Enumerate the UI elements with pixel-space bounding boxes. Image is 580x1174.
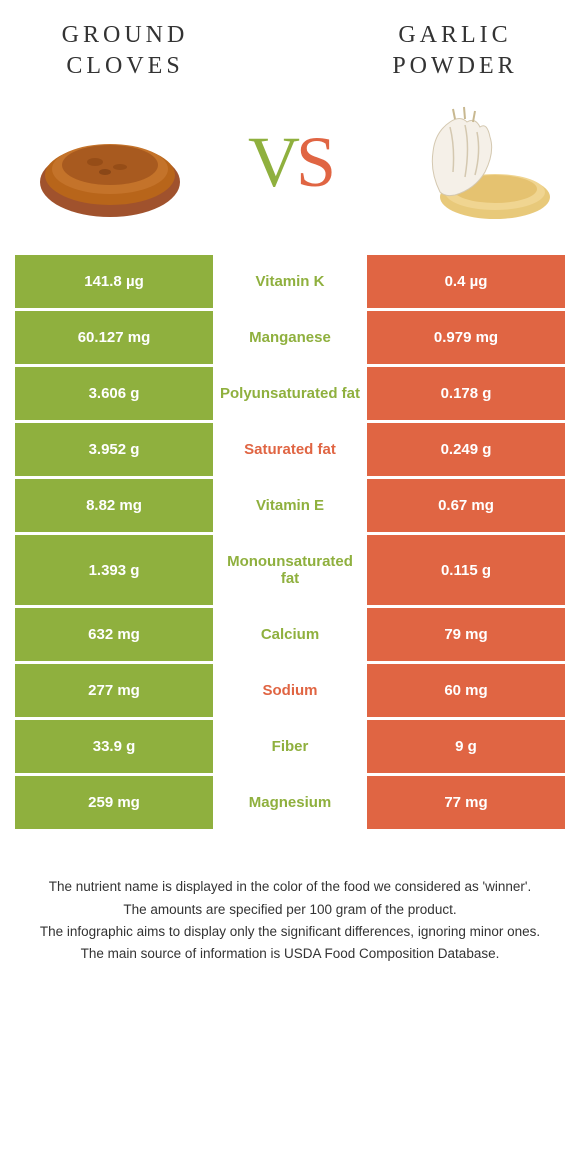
nutrient-table: 141.8 µgVitamin K0.4 µg60.127 mgManganes… [15,252,565,832]
right-value: 0.115 g [367,535,565,605]
right-value: 0.67 mg [367,479,565,532]
nutrient-label: Fiber [213,720,367,773]
footnote-4: The main source of information is USDA F… [25,944,555,964]
left-value: 60.127 mg [15,311,213,364]
ground-cloves-image [25,97,195,227]
nutrient-label: Magnesium [213,776,367,829]
vs-label: VS [248,121,332,204]
left-value: 8.82 mg [15,479,213,532]
vs-s: S [296,122,332,202]
left-value: 33.9 g [15,720,213,773]
left-title: GROUND CLOVES [15,20,235,82]
footnotes: The nutrient name is displayed in the co… [15,877,565,964]
left-value: 1.393 g [15,535,213,605]
header: GROUND CLOVES GARLIC POWDER [15,20,565,82]
garlic-powder-image [385,97,555,227]
nutrient-label: Saturated fat [213,423,367,476]
images-row: VS [15,97,565,227]
left-value: 141.8 µg [15,255,213,308]
right-value: 0.979 mg [367,311,565,364]
right-value: 9 g [367,720,565,773]
table-row: 632 mgCalcium79 mg [15,608,565,661]
left-value: 3.952 g [15,423,213,476]
right-value: 79 mg [367,608,565,661]
right-title: GARLIC POWDER [345,20,565,82]
right-value: 0.4 µg [367,255,565,308]
table-row: 3.606 gPolyunsaturated fat0.178 g [15,367,565,420]
table-row: 259 mgMagnesium77 mg [15,776,565,829]
table-row: 1.393 gMonounsaturated fat0.115 g [15,535,565,605]
left-value: 3.606 g [15,367,213,420]
table-row: 3.952 gSaturated fat0.249 g [15,423,565,476]
nutrient-label: Sodium [213,664,367,717]
nutrient-label: Calcium [213,608,367,661]
table-row: 141.8 µgVitamin K0.4 µg [15,255,565,308]
footnote-2: The amounts are specified per 100 gram o… [25,900,555,920]
nutrient-label: Monounsaturated fat [213,535,367,605]
left-value: 259 mg [15,776,213,829]
table-row: 33.9 gFiber9 g [15,720,565,773]
footnote-1: The nutrient name is displayed in the co… [25,877,555,897]
nutrient-label: Vitamin E [213,479,367,532]
table-row: 60.127 mgManganese0.979 mg [15,311,565,364]
nutrient-label: Manganese [213,311,367,364]
table-row: 8.82 mgVitamin E0.67 mg [15,479,565,532]
right-value: 60 mg [367,664,565,717]
right-value: 0.249 g [367,423,565,476]
right-value: 0.178 g [367,367,565,420]
nutrient-label: Polyunsaturated fat [213,367,367,420]
table-row: 277 mgSodium60 mg [15,664,565,717]
left-value: 632 mg [15,608,213,661]
footnote-3: The infographic aims to display only the… [25,922,555,942]
nutrient-label: Vitamin K [213,255,367,308]
right-value: 77 mg [367,776,565,829]
vs-v: V [248,122,296,202]
left-value: 277 mg [15,664,213,717]
